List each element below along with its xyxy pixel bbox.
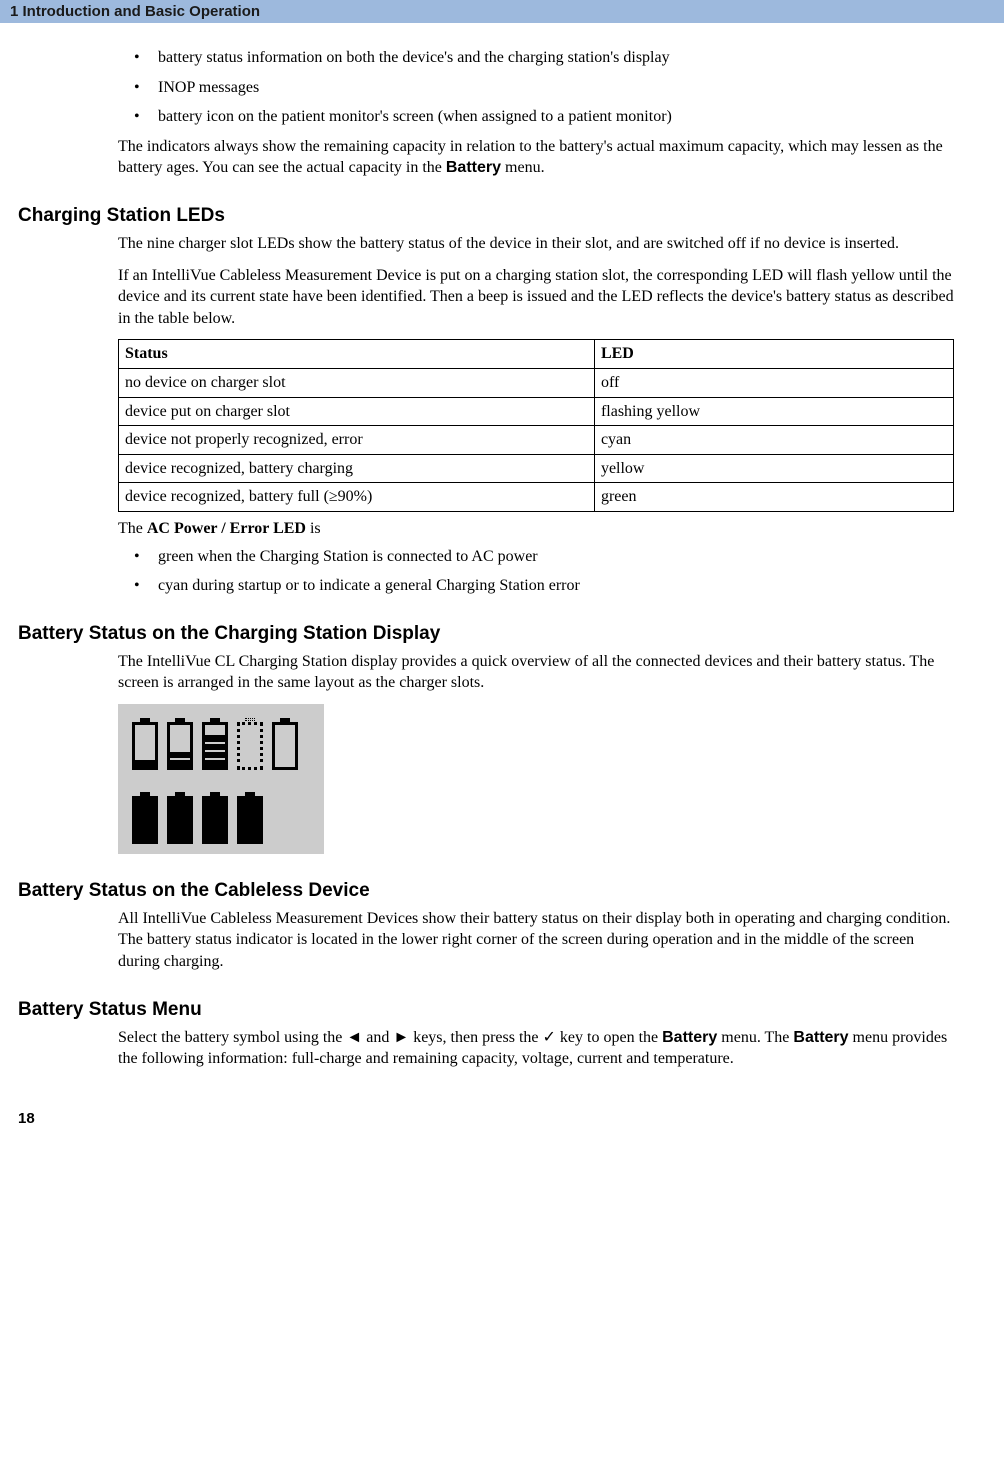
table-row: device recognized, battery chargingyello… <box>119 454 954 483</box>
ac-led-bullets: green when the Charging Station is conne… <box>118 546 954 597</box>
text: and <box>362 1029 393 1046</box>
display-block: The IntelliVue CL Charging Station displ… <box>118 651 954 854</box>
battery-icon-empty-slot <box>237 718 263 770</box>
led-status-table: Status LED no device on charger slotoff … <box>118 339 954 512</box>
section-heading-leds: Charging Station LEDs <box>18 205 954 227</box>
table-row: no device on charger slotoff <box>119 368 954 397</box>
page-content: battery status information on both the d… <box>0 47 1004 1127</box>
paragraph: The IntelliVue CL Charging Station displ… <box>118 651 954 694</box>
cell: device put on charger slot <box>119 397 595 426</box>
text: key to open the <box>556 1029 662 1046</box>
cell: cyan <box>594 426 953 455</box>
right-arrow-icon: ► <box>393 1029 409 1046</box>
battery-row-top <box>132 718 314 770</box>
col-header-status: Status <box>119 340 595 369</box>
section-heading-cableless: Battery Status on the Cableless Device <box>18 880 954 902</box>
section-heading-display: Battery Status on the Charging Station D… <box>18 623 954 645</box>
paragraph: Select the battery symbol using the ◄ an… <box>118 1027 954 1070</box>
list-item: cyan during startup or to indicate a gen… <box>118 575 954 597</box>
intro-bullet-list: battery status information on both the d… <box>118 47 954 128</box>
leds-block: The nine charger slot LEDs show the batt… <box>118 233 954 597</box>
table-row: device put on charger slotflashing yello… <box>119 397 954 426</box>
text: keys, then press the <box>409 1029 542 1046</box>
list-item: INOP messages <box>118 77 954 99</box>
list-item: battery status information on both the d… <box>118 47 954 69</box>
cell: no device on charger slot <box>119 368 595 397</box>
bold-text: AC Power / Error LED <box>147 520 306 537</box>
menu-name: Battery <box>793 1029 848 1046</box>
text: The <box>118 520 147 537</box>
text: is <box>306 520 321 537</box>
list-item: green when the Charging Station is conne… <box>118 546 954 568</box>
battery-icon <box>132 792 158 844</box>
battery-icon <box>237 792 263 844</box>
chapter-header: 1 Introduction and Basic Operation <box>0 0 1004 23</box>
battery-icon <box>202 792 228 844</box>
cell: device not properly recognized, error <box>119 426 595 455</box>
table-row: device not properly recognized, errorcya… <box>119 426 954 455</box>
text: menu. <box>501 159 545 176</box>
intro-paragraph: The indicators always show the remaining… <box>118 136 954 179</box>
battery-icon <box>202 718 228 770</box>
cell: yellow <box>594 454 953 483</box>
battery-icon <box>167 718 193 770</box>
cell: green <box>594 483 953 512</box>
intro-block: battery status information on both the d… <box>118 47 954 179</box>
table-header-row: Status LED <box>119 340 954 369</box>
battery-row-bottom <box>132 792 314 844</box>
cell: flashing yellow <box>594 397 953 426</box>
charging-station-display-image <box>118 704 324 854</box>
menu-name: Battery <box>662 1029 717 1046</box>
text: menu. The <box>717 1029 793 1046</box>
table-row: device recognized, battery full (≥90%)gr… <box>119 483 954 512</box>
cell: device recognized, battery full (≥90%) <box>119 483 595 512</box>
paragraph: The AC Power / Error LED is <box>118 518 954 540</box>
chapter-title: 1 Introduction and Basic Operation <box>10 3 260 20</box>
paragraph: If an IntelliVue Cableless Measurement D… <box>118 265 954 330</box>
battery-icon <box>132 718 158 770</box>
check-icon: ✓ <box>543 1029 556 1046</box>
col-header-led: LED <box>594 340 953 369</box>
paragraph: The nine charger slot LEDs show the batt… <box>118 233 954 255</box>
cell: device recognized, battery charging <box>119 454 595 483</box>
menu-block: Select the battery symbol using the ◄ an… <box>118 1027 954 1070</box>
battery-icon <box>272 718 298 770</box>
text: Select the battery symbol using the <box>118 1029 346 1046</box>
menu-name: Battery <box>446 159 501 176</box>
page-number: 18 <box>18 1110 954 1127</box>
paragraph: All IntelliVue Cableless Measurement Dev… <box>118 908 954 973</box>
left-arrow-icon: ◄ <box>346 1029 362 1046</box>
cell: off <box>594 368 953 397</box>
battery-icon <box>167 792 193 844</box>
cableless-block: All IntelliVue Cableless Measurement Dev… <box>118 908 954 973</box>
section-heading-menu: Battery Status Menu <box>18 999 954 1021</box>
list-item: battery icon on the patient monitor's sc… <box>118 106 954 128</box>
